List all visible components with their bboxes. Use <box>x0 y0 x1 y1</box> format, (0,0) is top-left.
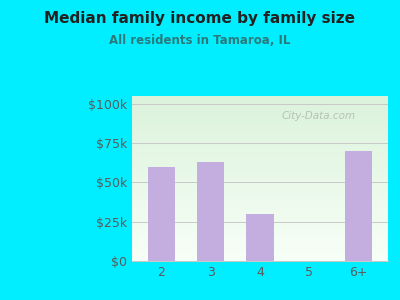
Text: All residents in Tamaroa, IL: All residents in Tamaroa, IL <box>109 34 291 47</box>
Bar <box>148 167 175 261</box>
Text: Median family income by family size: Median family income by family size <box>44 11 356 26</box>
Text: City-Data.com: City-Data.com <box>282 111 356 121</box>
Bar <box>246 214 274 261</box>
Bar <box>197 162 224 261</box>
Bar <box>345 151 372 261</box>
